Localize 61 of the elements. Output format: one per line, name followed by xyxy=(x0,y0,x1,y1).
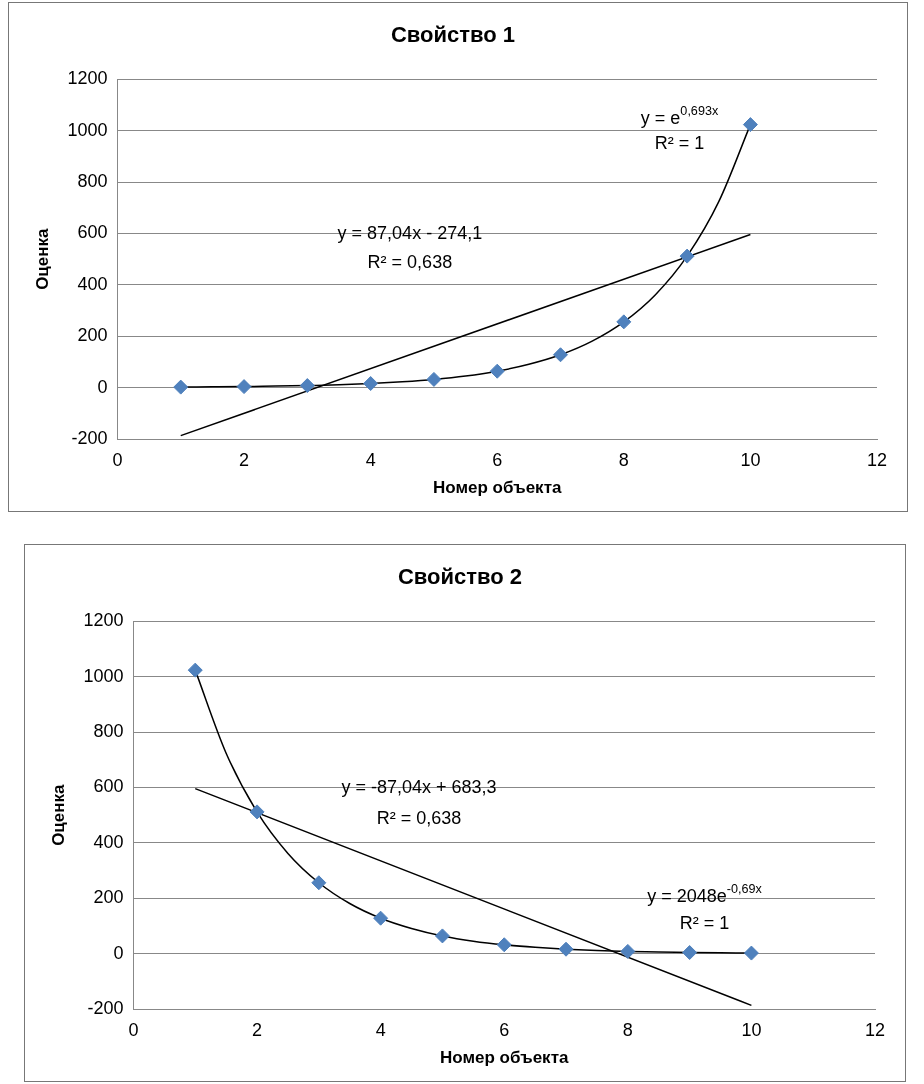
annotation: R² = 1 xyxy=(654,133,705,154)
y-tick-label: 1200 xyxy=(83,610,124,631)
x-tick-label: 2 xyxy=(252,1019,263,1040)
x-tick-label: 4 xyxy=(375,1019,386,1040)
point xyxy=(558,941,574,957)
point xyxy=(249,804,265,820)
annotation: R² = 0,638 xyxy=(376,808,462,829)
chart-title: Свойство 2 xyxy=(397,564,523,590)
y-tick-label: 200 xyxy=(77,325,108,346)
point xyxy=(679,248,695,264)
point xyxy=(682,945,698,961)
y-tick-label: 800 xyxy=(77,171,108,192)
x-tick-label: 10 xyxy=(740,449,761,470)
x-tick-label: 2 xyxy=(239,449,250,470)
point xyxy=(620,943,636,959)
y-tick-label: -200 xyxy=(71,427,108,448)
point xyxy=(742,117,758,133)
x-tick-label: 4 xyxy=(365,449,376,470)
point xyxy=(363,376,379,392)
y-tick-label: 0 xyxy=(113,942,124,963)
x-tick-label: 8 xyxy=(618,449,629,470)
point xyxy=(236,379,252,395)
annotation: R² = 0,638 xyxy=(367,251,453,272)
y-tick-label: 600 xyxy=(93,776,124,797)
x-tick-label: 8 xyxy=(622,1019,633,1040)
y-tick-label: 400 xyxy=(77,273,108,294)
y-tick-label: 1000 xyxy=(67,119,108,140)
y-tick-label: 600 xyxy=(77,222,108,243)
x-tick-label: 6 xyxy=(492,449,503,470)
point xyxy=(434,928,450,944)
point xyxy=(553,347,569,363)
y-tick-label: -200 xyxy=(87,997,124,1018)
annotation: y = -87,04x + 683,3 xyxy=(341,777,497,798)
x-tick-label: 12 xyxy=(864,1019,886,1040)
chart-title: Свойство 1 xyxy=(390,22,516,48)
point xyxy=(496,937,512,953)
y-tick-label: 0 xyxy=(97,376,108,397)
x-axis-title: Номер объекта xyxy=(433,478,562,498)
point xyxy=(173,379,189,395)
point xyxy=(489,363,505,379)
y-axis-title: Оценка xyxy=(48,783,68,846)
y-tick-label: 200 xyxy=(93,887,124,908)
annotation: y = 87,04x - 274,1 xyxy=(337,223,483,243)
y-tick-label: 1000 xyxy=(83,665,124,686)
y-tick-label: 1200 xyxy=(67,68,108,89)
point xyxy=(187,662,203,678)
point xyxy=(311,875,327,891)
x-tick-label: 6 xyxy=(499,1019,510,1040)
point xyxy=(616,314,632,330)
annotation: R² = 1 xyxy=(679,912,730,933)
y-axis-title: Оценка xyxy=(32,227,52,290)
y-tick-label: 800 xyxy=(93,721,124,742)
x-tick-label: 12 xyxy=(866,449,888,470)
point xyxy=(743,945,759,961)
point xyxy=(426,371,442,387)
point xyxy=(373,910,389,926)
x-tick-label: 0 xyxy=(128,1019,139,1040)
point xyxy=(299,378,315,394)
x-tick-label: 10 xyxy=(741,1019,762,1040)
x-axis-title: Номер объекта xyxy=(440,1048,569,1068)
y-tick-label: 400 xyxy=(93,831,124,852)
